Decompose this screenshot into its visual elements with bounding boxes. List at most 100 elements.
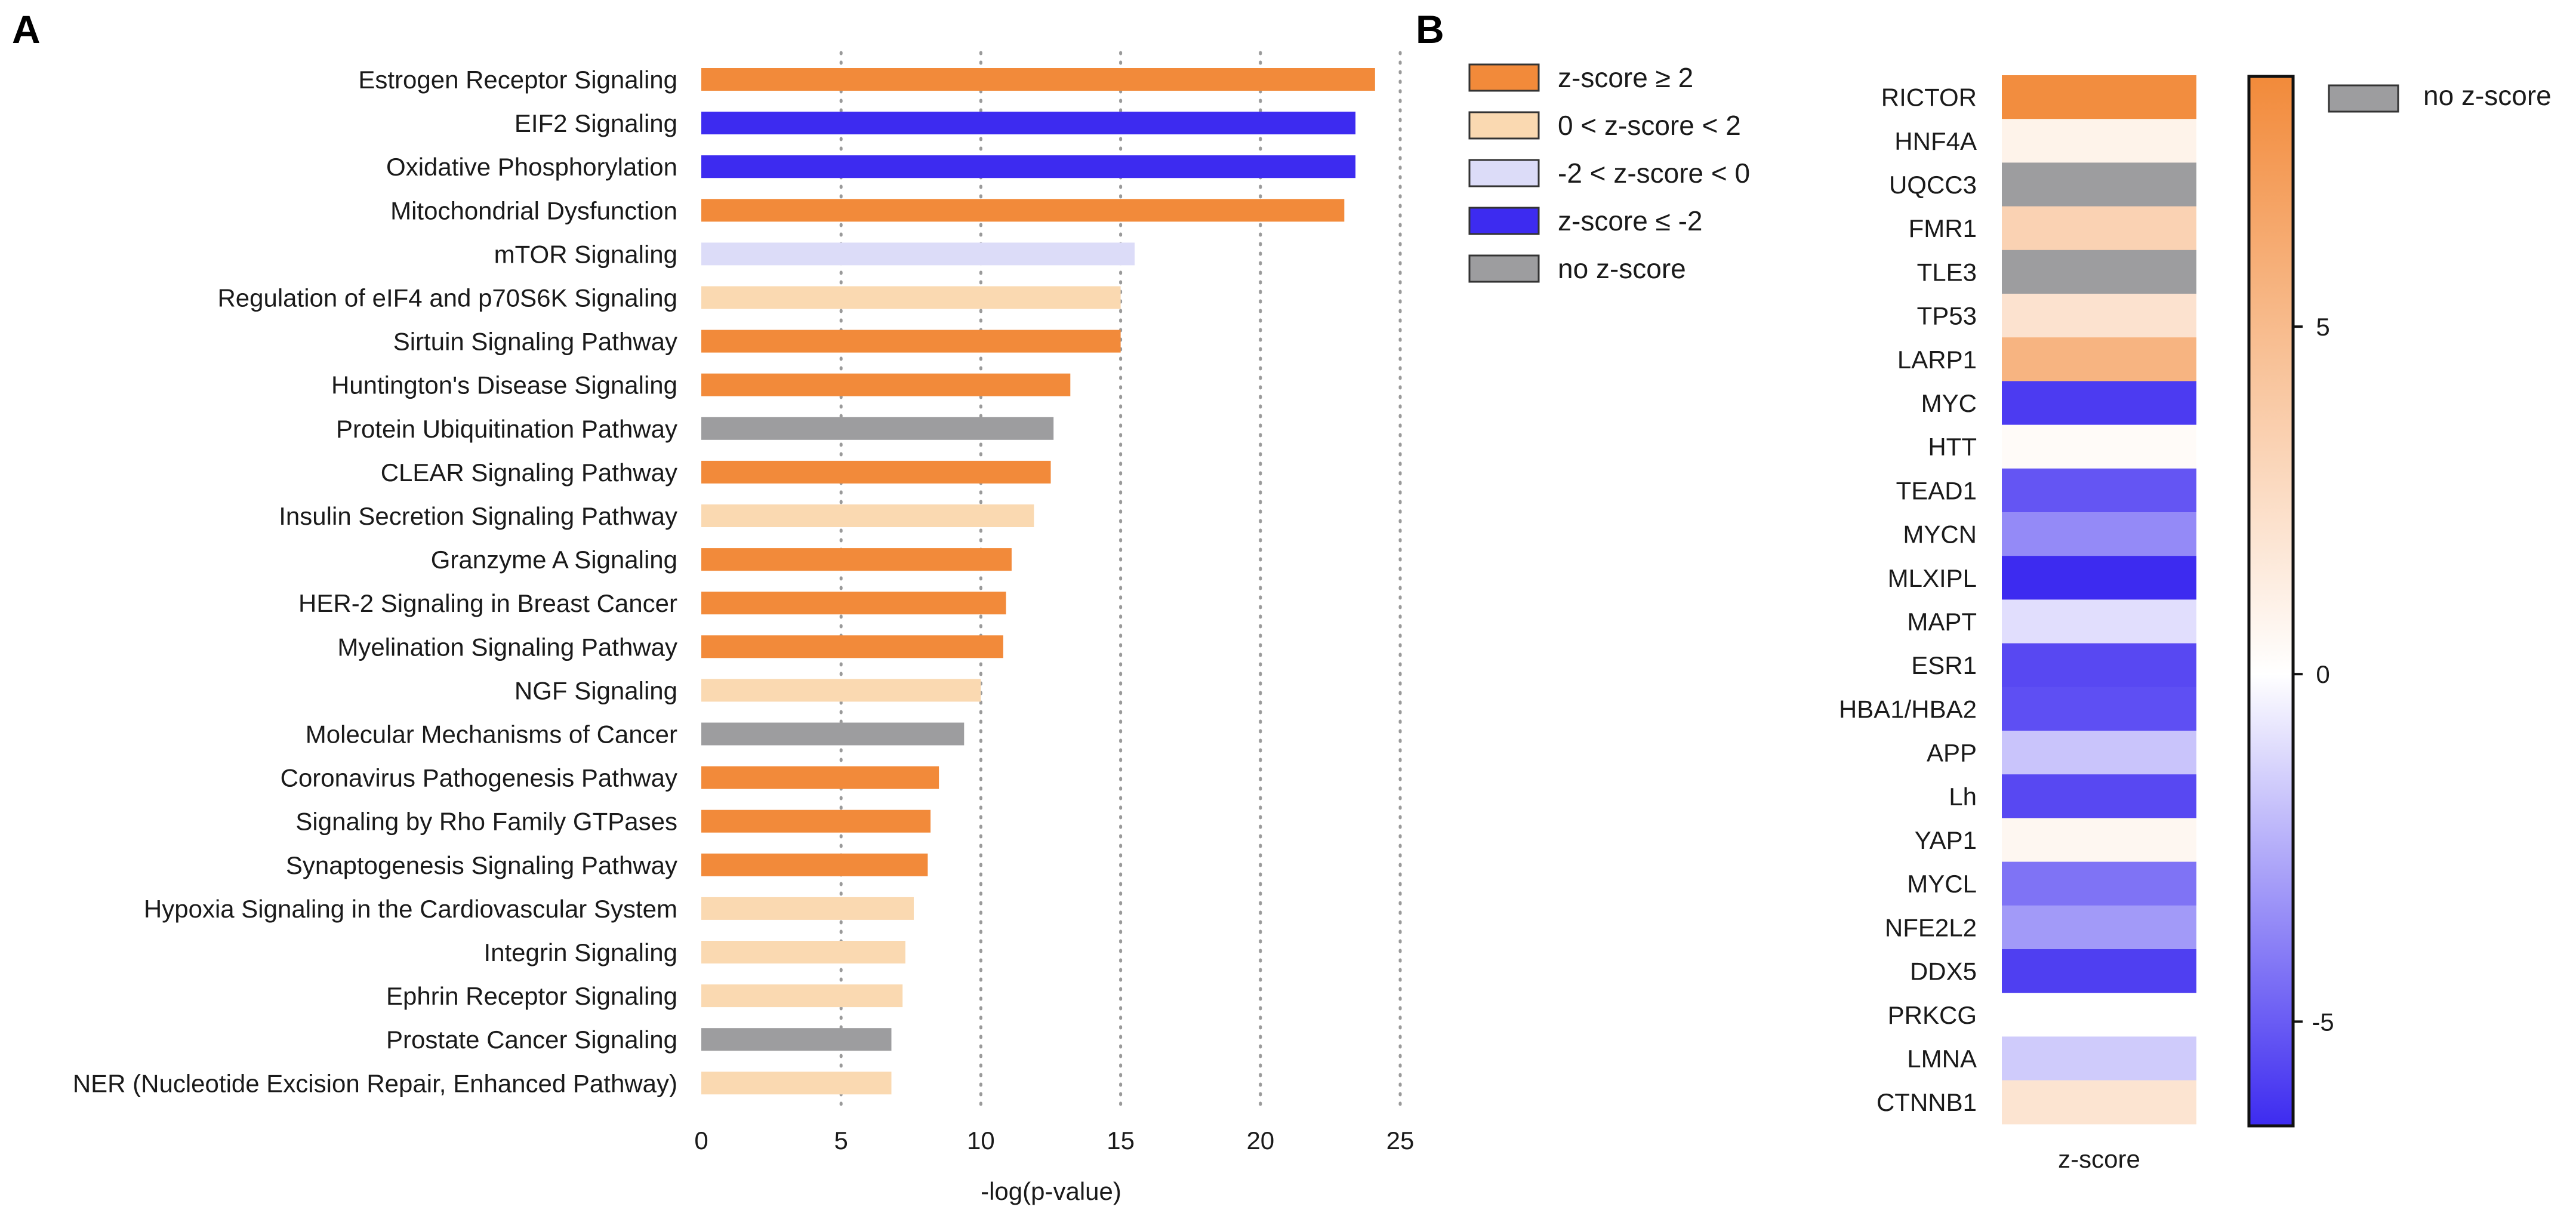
bar [701, 853, 928, 876]
bar-chart: Estrogen Receptor Signaling EIF2 Signalin… [73, 51, 1414, 1205]
category-label: NGF Signaling [514, 676, 677, 704]
colorbar-tick-label: 5 [2316, 313, 2330, 341]
heatmap: RICTOR HNF4A UQCC3 FMR1 TLE3 TP53 LARP1 MYC HTT T… [1839, 75, 2196, 1173]
x-axis: 0 5 10 15 20 25 [694, 1126, 1414, 1155]
x-axis-title: -log(p-value) [981, 1177, 1121, 1205]
category-label: Prostate Cancer Signaling [386, 1026, 677, 1054]
gene-label: LMNA [1907, 1045, 1977, 1073]
gene-label: HNF4A [1894, 127, 1977, 155]
gene-label: HTT [1928, 433, 1977, 461]
heatmap-column-label: z-score [2058, 1145, 2140, 1173]
category-label: Insulin Secretion Signaling Pathway [279, 502, 677, 530]
heatmap-cell [2002, 381, 2196, 426]
heatmap-cell [2002, 905, 2196, 950]
gene-label: TLE3 [1917, 258, 1977, 286]
category-label: Synaptogenesis Signaling Pathway [286, 851, 677, 879]
heatmap-cell [2002, 1080, 2196, 1125]
heatmap-cell [2002, 1036, 2196, 1081]
legend-swatch [1468, 159, 1540, 187]
heatmap-cell [2002, 643, 2196, 688]
panel-letter-b: B [1416, 7, 1444, 51]
heatmap-cell [2002, 250, 2196, 294]
legend: z-score ≥ 2 0 < z-score < 2 -2 < z-score <… [1468, 62, 1750, 284]
heatmap-cell [2002, 686, 2196, 731]
heatmap-cell [2002, 774, 2196, 818]
bar [701, 722, 965, 746]
gene-label: APP [1927, 739, 1977, 767]
bar [701, 242, 1135, 266]
x-tick-label: 5 [834, 1126, 848, 1155]
bar [701, 809, 931, 833]
category-label: Oxidative Phosphorylation [386, 153, 677, 181]
gene-label: LARP1 [1897, 346, 1977, 374]
category-label: Coronavirus Pathogenesis Pathway [281, 764, 677, 792]
bar [701, 286, 1121, 309]
gene-label: NFE2L2 [1885, 913, 1977, 941]
missing-legend: no z-score [2328, 80, 2552, 113]
category-label: mTOR Signaling [494, 240, 677, 268]
bar [701, 68, 1375, 91]
bars [701, 68, 1375, 1095]
grid-lines [839, 51, 1402, 1109]
legend-label: 0 < z-score < 2 [1558, 110, 1741, 141]
bar [701, 155, 1356, 178]
bar [701, 592, 1006, 615]
legend-swatch [1468, 63, 1540, 92]
gene-labels: RICTOR HNF4A UQCC3 FMR1 TLE3 TP53 LARP1 MYC HTT T… [1839, 84, 1977, 1117]
legend-label: z-score ≥ 2 [1558, 62, 1693, 93]
heatmap-cell [2002, 993, 2196, 1037]
gene-label: HBA1/HBA2 [1839, 695, 1977, 723]
missing-swatch [2328, 84, 2399, 113]
category-label: Molecular Mechanisms of Cancer [306, 721, 677, 749]
bar [701, 1072, 892, 1095]
colorbar: -5 0 5 [2247, 75, 2334, 1128]
x-tick-label: 20 [1246, 1126, 1274, 1155]
gene-label: MYC [1921, 389, 1977, 417]
category-label: Estrogen Receptor Signaling [358, 66, 677, 94]
category-label: Sirtuin Signaling Pathway [393, 328, 677, 356]
gene-label: PRKCG [1888, 1001, 1977, 1029]
category-label: Regulation of eIF4 and p70S6K Signaling [217, 284, 677, 312]
category-label: Protein Ubiquitination Pathway [336, 415, 677, 443]
gene-label: FMR1 [1909, 214, 1977, 242]
category-label: Integrin Signaling [483, 938, 677, 966]
category-label: Signaling by Rho Family GTPases [295, 808, 677, 836]
heatmap-cells [2002, 75, 2196, 1125]
bar [701, 984, 903, 1008]
category-label: EIF2 Signaling [514, 109, 677, 137]
category-label: NER (Nucleotide Excision Repair, Enhance… [73, 1069, 677, 1097]
heatmap-cell [2002, 599, 2196, 644]
bar [701, 460, 1051, 484]
heatmap-cell [2002, 556, 2196, 600]
bar [701, 548, 1012, 571]
gene-label: UQCC3 [1889, 171, 1977, 199]
category-label: Myelination Signaling Pathway [337, 633, 677, 661]
colorbar-tick-label: -5 [2312, 1008, 2334, 1036]
legend-label: -2 < z-score < 0 [1558, 158, 1750, 189]
bar [701, 635, 1003, 658]
category-label: Hypoxia Signaling in the Cardiovascular … [144, 895, 677, 923]
bar [701, 897, 914, 920]
heatmap-cell [2002, 468, 2196, 513]
heatmap-cell [2002, 949, 2196, 993]
legend-swatch [1468, 207, 1540, 235]
heatmap-cell [2002, 337, 2196, 381]
legend-swatch [1468, 111, 1540, 140]
colorbar-tick-label: 0 [2316, 660, 2330, 688]
gene-label: ESR1 [1911, 651, 1977, 679]
gene-label: MAPT [1907, 608, 1977, 636]
legend-swatch [1468, 254, 1540, 283]
heatmap-cell [2002, 294, 2196, 338]
x-tick-label: 15 [1107, 1126, 1135, 1155]
heatmap-cell [2002, 818, 2196, 863]
heatmap-cell [2002, 162, 2196, 207]
heatmap-cell [2002, 861, 2196, 906]
heatmap-cell [2002, 731, 2196, 775]
gene-label: RICTOR [1881, 84, 1977, 112]
gene-label: MLXIPL [1888, 564, 1977, 592]
x-tick-label: 25 [1386, 1126, 1415, 1155]
gene-label: MYCL [1907, 870, 1977, 898]
gene-label: CTNNB1 [1876, 1088, 1977, 1116]
category-label: Granzyme A Signaling [431, 546, 677, 574]
